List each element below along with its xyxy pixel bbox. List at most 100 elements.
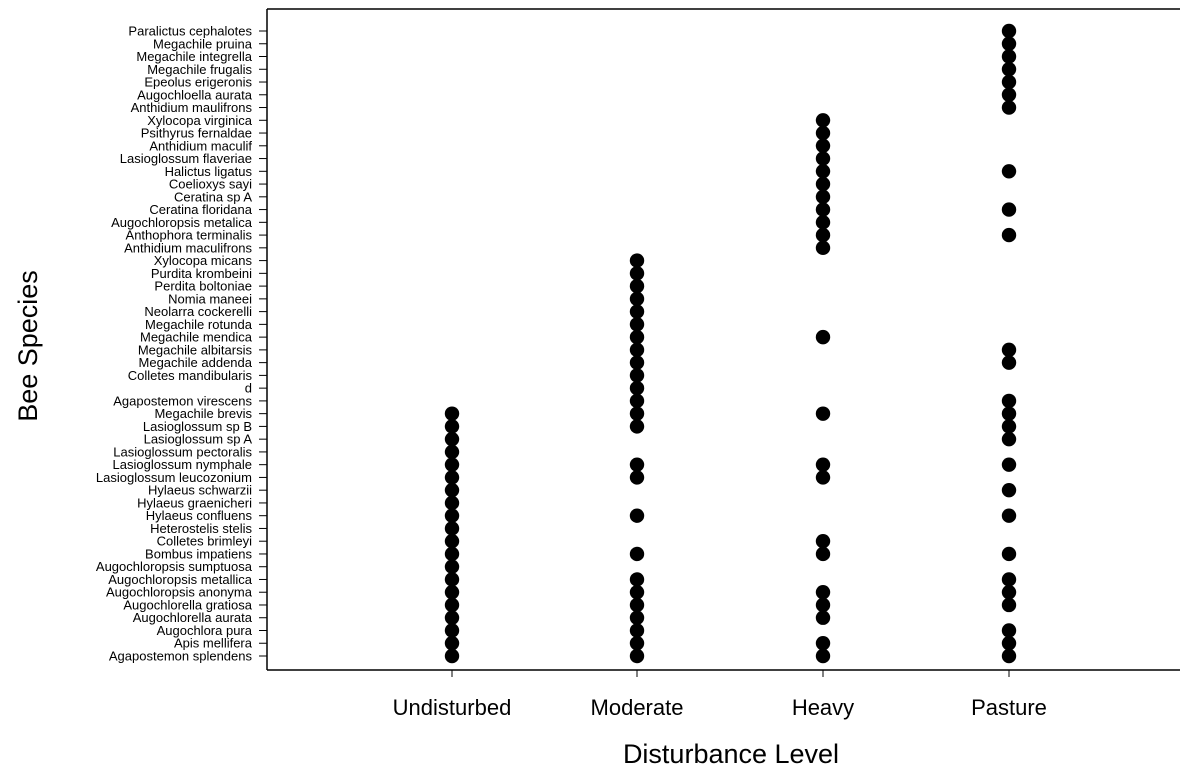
data-point <box>444 610 460 625</box>
data-point <box>815 648 831 664</box>
data-point <box>815 585 831 600</box>
data-point <box>444 508 460 523</box>
y-tick-label: Perdita boltoniae <box>154 279 252 294</box>
data-point <box>1001 457 1017 472</box>
data-point <box>444 495 460 511</box>
y-tick-label: Megachile albitarsis <box>138 342 253 357</box>
data-point <box>1001 100 1017 115</box>
y-tick-label: Coelioxys sayi <box>169 177 252 192</box>
data-point <box>815 329 831 345</box>
data-point <box>815 113 831 128</box>
data-point <box>629 406 645 421</box>
y-tick-label: Anthidium maculif <box>149 138 252 153</box>
data-point <box>629 317 645 332</box>
data-point <box>815 470 831 485</box>
data-point <box>815 138 831 153</box>
y-tick-label: Bombus impatiens <box>145 546 252 561</box>
y-tick-label: Lasioglossum flaveriae <box>120 151 252 166</box>
x-tick-label: Moderate <box>591 695 684 720</box>
data-point <box>815 546 831 562</box>
y-tick-label: Augochloropsis metallica <box>108 572 253 587</box>
y-tick-label: Halictus ligatus <box>165 164 253 179</box>
y-tick-label: Hylaeus graenicheri <box>137 495 252 510</box>
y-tick-label: Xylocopa micans <box>154 253 253 268</box>
data-point <box>1001 419 1017 434</box>
data-point <box>815 610 831 625</box>
y-tick-label: Agapostemon splendens <box>109 649 253 664</box>
data-point <box>444 623 460 638</box>
y-tick-label: Epeolus erigeronis <box>144 75 252 90</box>
data-point <box>1001 49 1017 64</box>
data-point <box>815 176 831 192</box>
x-axis-title: Disturbance Level <box>623 739 839 769</box>
y-tick-label: Megachile integrella <box>136 49 252 64</box>
data-point <box>1001 636 1017 651</box>
x-tick-label: Undisturbed <box>393 695 512 720</box>
data-points <box>444 23 1017 664</box>
x-tick-group: Undisturbed Moderate Heavy Pasture <box>393 670 1047 720</box>
data-point <box>1001 23 1017 39</box>
data-point <box>815 457 831 472</box>
y-tick-label: Colletes mandibularis <box>128 368 253 383</box>
data-point <box>444 559 460 574</box>
data-point <box>629 329 645 345</box>
data-point <box>444 521 460 536</box>
data-point <box>629 419 645 434</box>
data-point <box>629 368 645 383</box>
data-point <box>629 342 645 358</box>
x-tick-label: Heavy <box>792 695 854 720</box>
data-point <box>1001 342 1017 358</box>
data-point <box>1001 393 1017 409</box>
y-tick-label: Augochloropsis metalica <box>111 215 253 230</box>
data-point <box>444 534 460 549</box>
y-tick-label: Ceratina floridana <box>149 202 252 217</box>
x-tick-label: Pasture <box>971 695 1047 720</box>
data-point <box>629 508 645 523</box>
data-point <box>1001 227 1017 243</box>
y-tick-label: Megachile addenda <box>139 355 253 370</box>
data-point <box>1001 546 1017 562</box>
y-tick-label: Paralictus cephalotes <box>128 24 252 39</box>
data-point <box>444 457 460 472</box>
data-point <box>1001 431 1017 447</box>
data-point <box>1001 482 1017 498</box>
y-tick-label: Megachile rotunda <box>145 317 253 332</box>
y-tick-label: Hylaeus confluens <box>146 508 253 523</box>
y-tick-label: Augochlorella aurata <box>133 610 253 625</box>
data-point <box>444 419 460 434</box>
data-point <box>629 610 645 625</box>
data-point <box>629 380 645 396</box>
data-point <box>815 125 831 141</box>
data-point <box>1001 74 1017 90</box>
data-point <box>629 623 645 638</box>
data-point <box>1001 572 1017 587</box>
data-point <box>629 393 645 409</box>
y-tick-label: Heterostelis stelis <box>150 521 252 536</box>
data-point <box>629 278 645 294</box>
y-tick-label: Lasioglossum leucozonium <box>96 470 252 485</box>
data-point <box>444 648 460 664</box>
data-point <box>1001 87 1017 102</box>
data-point <box>444 470 460 485</box>
y-tick-label: Anthophora terminalis <box>126 228 253 243</box>
y-tick-label: Lasioglossum pectoralis <box>113 444 252 459</box>
y-tick-label: Apis mellifera <box>174 636 253 651</box>
y-tick-label: Megachile mendica <box>140 330 253 345</box>
y-tick-label: Augochloropsis anonyma <box>106 585 253 600</box>
data-point <box>629 648 645 664</box>
data-point <box>1001 62 1017 77</box>
data-point <box>815 534 831 549</box>
y-tick-label: Augochloella aurata <box>137 87 253 102</box>
data-point <box>1001 508 1017 523</box>
data-point <box>629 355 645 370</box>
data-point <box>629 266 645 281</box>
data-point <box>815 597 831 613</box>
data-point <box>1001 648 1017 664</box>
data-point <box>1001 355 1017 370</box>
data-point <box>629 636 645 651</box>
y-tick-label: Hylaeus schwarzii <box>148 483 252 498</box>
data-point <box>815 636 831 651</box>
y-tick-label: Megachile brevis <box>154 406 252 421</box>
